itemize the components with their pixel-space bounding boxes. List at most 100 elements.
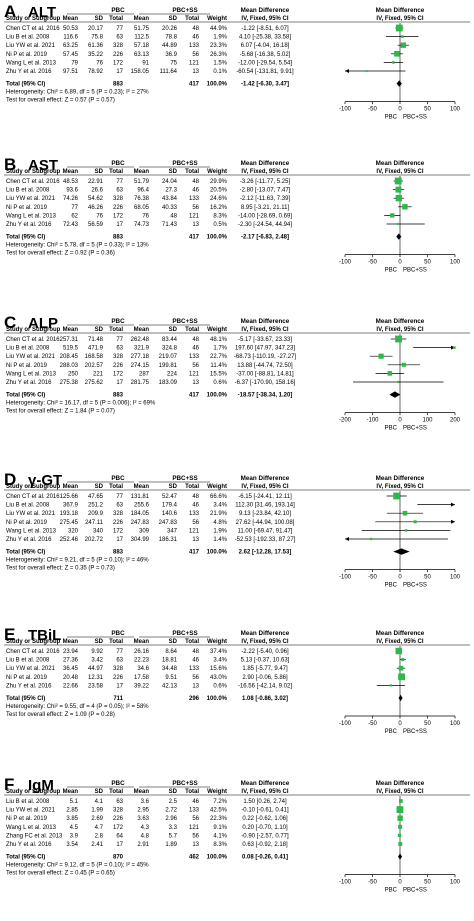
study-name: Wang L et al. 2013 [6, 825, 57, 831]
group2-header: PBC+SS [172, 160, 197, 167]
point-estimate-square [369, 537, 373, 541]
study-weight: 3.4% [213, 658, 227, 664]
weight-column-header: Weight [207, 169, 227, 175]
study-weight: 9.1% [213, 825, 227, 831]
pooled-mean-difference-ci: -2.17 [-6.83, 2.48] [241, 235, 289, 241]
favours-left-label: PBC [385, 888, 398, 894]
study-weight: 22.3% [210, 816, 228, 822]
study-name: Zhu Y et al. 2016 [6, 537, 52, 543]
axis-tick-label: 0 [398, 721, 402, 727]
study-weight: 1.7% [213, 346, 227, 352]
study-weight: 8.3% [213, 213, 227, 219]
plot-method-header: IV, Fixed, 95% CI [376, 639, 423, 645]
point-estimate-square [395, 647, 403, 655]
group1-sd: 47.65 [88, 494, 104, 500]
point-estimate-square [397, 222, 400, 226]
group1-mean: 275.45 [60, 520, 79, 526]
group2-mean: 39.22 [134, 683, 150, 689]
total-group1-n: 883 [113, 550, 124, 556]
study-row: Liu B et al. 2008 367.9 251.2 63 255.6 179.4 4… [6, 502, 455, 509]
favours-left-label: PBC [385, 426, 398, 432]
group1-sd: 76 [96, 60, 103, 66]
group1-total: 328 [113, 808, 124, 814]
ci-left-arrow [345, 537, 349, 541]
group1-sd: 23.58 [88, 683, 104, 689]
group2-mean: 309 [139, 528, 150, 534]
heterogeneity-text: Heterogeneity: Chi² = 16.17, df = 5 (P =… [6, 401, 156, 407]
study-name: Chen CT et al. 2016 [6, 179, 60, 185]
favours-left-label: PBC [385, 115, 398, 121]
group1-mean: 36.45 [63, 666, 79, 672]
pooled-mean-difference-ci: -18.57 [-38.34, 1.20] [238, 393, 293, 399]
sd1-column-header: SD [95, 789, 104, 795]
point-estimate-square [395, 335, 402, 343]
study-row: Wang L et al. 2013 79 76 172 91 75 121 1.5% -12.… [6, 60, 404, 66]
study-row: Liu B et al. 2008 116.6 75.8 63 112.5 78.8 46 1… [6, 35, 419, 41]
study-weight: 24.6% [210, 196, 228, 202]
group2-mean: 96.4 [137, 188, 149, 194]
study-weight: 44.9% [210, 26, 228, 32]
study-row: Wang L et al. 2013 4.5 4.7 172 4.3 3.3 121 9.1%… [6, 824, 403, 831]
weight-column-header: Weight [207, 484, 227, 490]
total-group1-n: 870 [113, 855, 124, 861]
group2-mean: 2.95 [137, 808, 149, 814]
group1-total: 226 [113, 520, 124, 526]
point-estimate-square [390, 213, 395, 218]
weight-column-header: Weight [207, 789, 227, 795]
study-weight: 7.2% [213, 799, 227, 805]
total1-column-header: Total [109, 169, 123, 175]
study-row: Chen CT et al. 2016 257.31 71.48 77 262.48 83… [6, 335, 407, 343]
study-mean-difference-ci: 0.20 [-0.70, 1.10] [242, 825, 288, 831]
study-name: Zhang FC et al. 2013 [6, 833, 63, 839]
group1-total: 77 [116, 649, 123, 655]
group1-mean: 275.38 [60, 380, 79, 386]
axis-tick-label: -100 [339, 107, 352, 113]
total2-column-header: Total [185, 16, 199, 22]
group1-mean: 252.46 [60, 537, 79, 543]
overall-effect-text: Test for overall effect: Z = 0.35 (P = 0… [6, 566, 115, 572]
group2-total: 48 [192, 26, 199, 32]
plot-method-header: IV, Fixed, 95% CI [376, 484, 423, 490]
study-name: Liu YW et al. 2021 [6, 511, 56, 517]
study-name: Chen CT et al. 2016 [6, 649, 60, 655]
study-name: Liu B et al. 2008 [6, 35, 50, 41]
pooled-estimate-diamond [396, 233, 402, 240]
favours-right-label: PBC+SS [403, 888, 427, 894]
group1-sd: 44.97 [88, 666, 104, 672]
group2-sd: 324.8 [162, 346, 178, 352]
study-mean-difference-ci: -2.12 [-11.63, 7.39] [240, 196, 291, 202]
group1-sd: 54.62 [88, 196, 104, 202]
ci-right-arrow [451, 519, 455, 524]
group1-sd: 247.11 [85, 520, 104, 526]
study-name: Liu B et al. 2008 [6, 346, 50, 352]
group2-mean: 4.3 [141, 825, 150, 831]
group2-mean: 57.18 [134, 43, 150, 49]
group1-header: PBC [111, 780, 125, 787]
heterogeneity-text: Heterogeneity: Chi² = 9.21, df = 5 (P = … [6, 558, 149, 564]
weight-column-header: Weight [207, 16, 227, 22]
forest-panel-f: F IgM PBC PBC+SS Mean Difference Mean Differe… [4, 775, 470, 894]
group1-sd: 35.22 [88, 52, 104, 58]
point-estimate-square [395, 195, 402, 202]
group1-total: 63 [116, 658, 123, 664]
study-weight: 1.9% [213, 35, 227, 41]
study-mean-difference-ci: -5.17 [-33.67, 23.33] [238, 337, 292, 343]
study-column-header: Study or Subgroup [6, 639, 61, 645]
axis-tick-label: -100 [339, 880, 352, 886]
study-mean-difference-ci: -6.15 [-24.41, 12.11] [238, 494, 292, 500]
heterogeneity-text: Heterogeneity: Chi² = 5.78, df = 5 (P = … [6, 243, 149, 249]
pooled-mean-difference-ci: -1.42 [-6.30, 3.47] [241, 82, 289, 88]
axis-tick-label: -50 [368, 575, 377, 581]
group1-mean: 27.36 [63, 658, 79, 664]
point-estimate-square [378, 353, 384, 359]
study-mean-difference-ci: -12.00 [-29.54, 5.54] [238, 60, 292, 66]
study-name: Liu B et al. 2008 [6, 503, 50, 509]
panel-letter: F [4, 775, 14, 794]
group1-sd: 71.48 [88, 337, 104, 343]
group1-sd: 221 [93, 371, 104, 377]
study-mean-difference-ci: -0.10 [-0.61, 0.41] [241, 808, 289, 814]
total-group2-n: 417 [189, 235, 200, 241]
study-weight: 0.6% [213, 683, 227, 689]
total-group2-n: 296 [189, 696, 200, 702]
group1-total: 17 [116, 537, 123, 543]
